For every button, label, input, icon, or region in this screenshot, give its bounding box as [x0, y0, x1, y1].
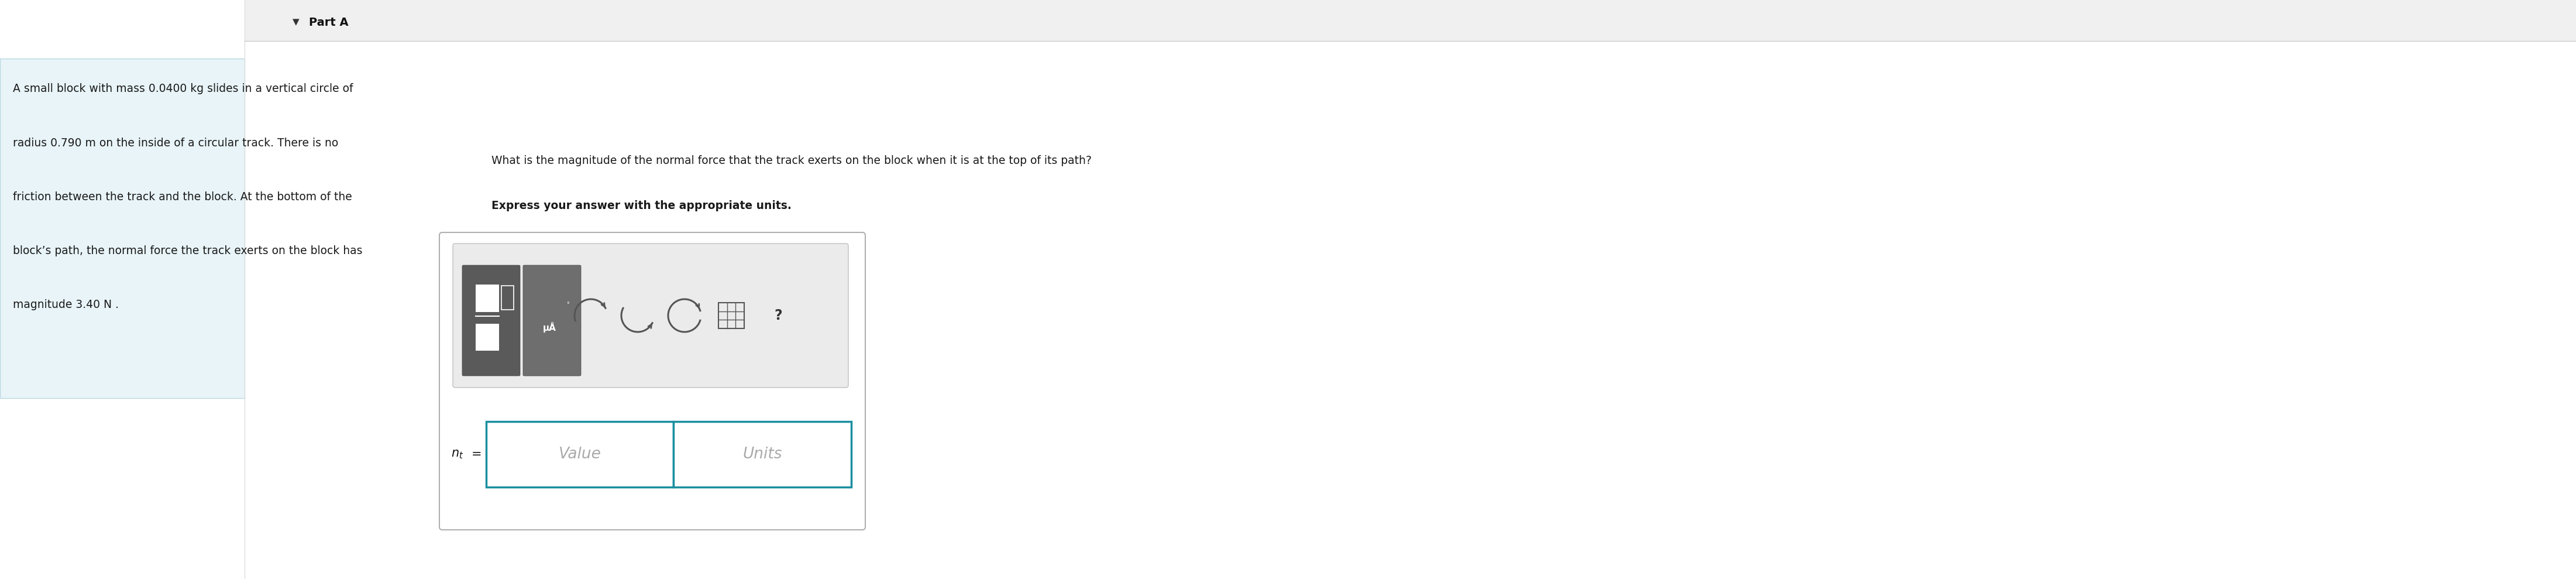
- Text: ▼: ▼: [294, 18, 299, 27]
- Text: A small block with mass 0.0400 kg slides in a vertical circle of: A small block with mass 0.0400 kg slides…: [13, 83, 353, 94]
- FancyBboxPatch shape: [487, 422, 672, 487]
- Text: What is the magnitude of the normal force that the track exerts on the block whe: What is the magnitude of the normal forc…: [492, 155, 1092, 167]
- Text: Express your answer with the appropriate units.: Express your answer with the appropriate…: [492, 200, 791, 212]
- Text: ?: ?: [775, 309, 783, 323]
- FancyBboxPatch shape: [453, 244, 848, 387]
- Text: μÅ: μÅ: [544, 322, 556, 332]
- FancyBboxPatch shape: [477, 324, 500, 351]
- Text: Units: Units: [742, 446, 783, 462]
- FancyBboxPatch shape: [440, 232, 866, 530]
- Text: radius 0.790 m on the inside of a circular track. There is no: radius 0.790 m on the inside of a circul…: [13, 137, 337, 148]
- FancyBboxPatch shape: [477, 285, 500, 312]
- FancyBboxPatch shape: [0, 58, 245, 398]
- Text: block’s path, the normal force the track exerts on the block has: block’s path, the normal force the track…: [13, 245, 363, 256]
- FancyBboxPatch shape: [719, 303, 744, 328]
- Text: magnitude 3.40 N .: magnitude 3.40 N .: [13, 299, 118, 310]
- Text: friction between the track and the block. At the bottom of the: friction between the track and the block…: [13, 191, 353, 202]
- Text: °: °: [567, 301, 569, 307]
- Text: Value: Value: [559, 446, 600, 462]
- FancyBboxPatch shape: [523, 265, 582, 376]
- FancyBboxPatch shape: [461, 265, 520, 376]
- Text: $n_t$: $n_t$: [451, 449, 464, 460]
- Text: =: =: [471, 449, 482, 460]
- Text: Part A: Part A: [309, 17, 348, 28]
- FancyBboxPatch shape: [245, 0, 2576, 41]
- FancyBboxPatch shape: [672, 422, 850, 487]
- FancyBboxPatch shape: [502, 286, 513, 310]
